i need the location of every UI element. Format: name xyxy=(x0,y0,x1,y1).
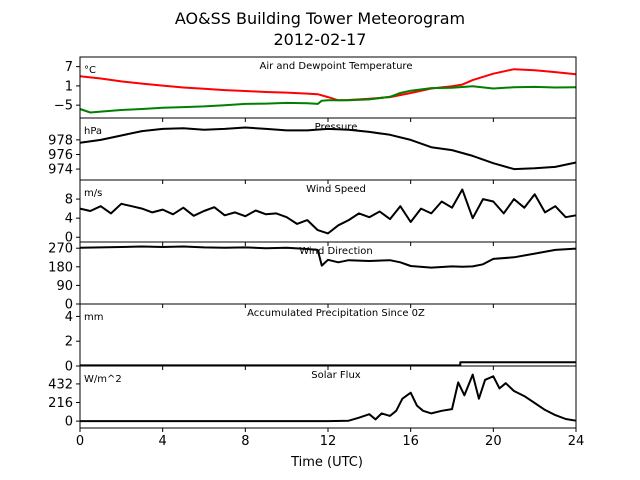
panel-title: Air and Dewpoint Temperature xyxy=(260,61,413,72)
y-tick-label: 0 xyxy=(65,360,73,375)
x-tick-label: 16 xyxy=(402,434,419,449)
y-tick-label: 4 xyxy=(65,212,73,227)
x-tick-label: 8 xyxy=(241,434,249,449)
panel-unit-label: hPa xyxy=(84,126,102,137)
y-tick-label: 90 xyxy=(56,279,73,294)
y-tick-label: 4 xyxy=(65,310,73,325)
temperature-series-line-0 xyxy=(79,68,577,102)
y-tick-label: 432 xyxy=(48,377,73,392)
solar_flux-series-line-0 xyxy=(80,373,577,423)
x-tick-label: 12 xyxy=(320,434,337,449)
wind_direction-series-line-0 xyxy=(79,245,577,269)
wind_speed-series-line-0 xyxy=(79,188,577,235)
y-tick-label: 180 xyxy=(48,260,73,275)
panel-title: Accumulated Precipitation Since 0Z xyxy=(247,308,425,319)
panel-title: Solar Flux xyxy=(311,370,361,381)
y-tick-label: 0 xyxy=(65,298,73,313)
y-tick-label: 1 xyxy=(65,79,73,94)
panel-wind_direction: 270 180 90 0 Wind Direction xyxy=(48,241,577,313)
precipitation-series-line-0 xyxy=(80,361,576,367)
temperature-series-line-1 xyxy=(79,85,577,114)
panel-title: Pressure xyxy=(315,122,358,133)
panel-title: Wind Direction xyxy=(299,246,373,257)
y-tick-label: 0 xyxy=(65,415,73,430)
panel-temperature: 7 1 −5 Air and Dewpoint Temperature °C xyxy=(54,56,577,122)
y-tick-label: 7 xyxy=(65,60,73,75)
panel-precipitation: 4 2 0 Accumulated Precipitation Since 0Z mm xyxy=(65,303,577,375)
panel-unit-label: mm xyxy=(84,312,103,323)
panel-unit-label: W/m^2 xyxy=(84,374,122,385)
panel-unit-label: m/s xyxy=(84,188,102,199)
x-tick-label: 0 xyxy=(76,434,84,449)
panel-unit-label: °C xyxy=(84,65,96,76)
x-tick-label: 4 xyxy=(159,434,167,449)
y-tick-label: 0 xyxy=(65,231,73,246)
x-axis-label: Time (UTC) xyxy=(290,455,363,470)
x-axis: 0 4 8 12 16 20 24 xyxy=(76,434,584,449)
panel-wind_speed: 8 4 0 Wind Speed m/s xyxy=(65,179,577,246)
panel-title: Wind Speed xyxy=(306,184,366,195)
panels-layer: 7 1 −5 Air and Dewpoint Temperature °C 978976… xyxy=(48,56,577,432)
y-tick-label: 978 xyxy=(48,133,73,148)
y-tick-label: 8 xyxy=(65,193,73,208)
panel-solar_flux: 432 216 0 Solar Flux W/m^2 xyxy=(48,365,577,432)
chart-title: AO&SS Building Tower Meteorogram xyxy=(175,9,465,28)
x-tick-label: 24 xyxy=(568,434,585,449)
y-tick-label: 216 xyxy=(48,396,73,411)
y-tick-label: 270 xyxy=(48,242,73,257)
chart-subtitle: 2012-02-17 xyxy=(274,30,367,49)
pressure-series-line-0 xyxy=(79,126,577,171)
y-tick-label: 976 xyxy=(48,148,73,163)
y-tick-label: 974 xyxy=(48,163,73,178)
y-tick-label: −5 xyxy=(54,99,73,114)
y-tick-label: 2 xyxy=(65,335,73,350)
x-tick-label: 20 xyxy=(485,434,502,449)
